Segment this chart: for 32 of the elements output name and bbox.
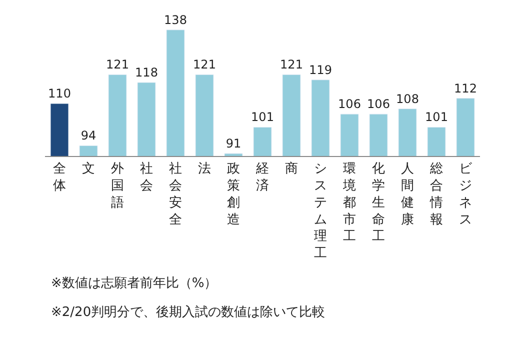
x-tick-label: 外国語	[111, 162, 124, 210]
data-label: 119	[309, 62, 332, 77]
x-tick-label: 社会	[140, 162, 153, 194]
x-tick-label: 化学生命工	[372, 162, 385, 244]
data-label: 138	[164, 12, 187, 27]
data-label: 101	[251, 110, 274, 124]
x-tick-label: 文	[82, 162, 95, 177]
x-tick-label: システム理工	[314, 162, 327, 262]
x-tick-label: 全体	[53, 162, 66, 194]
x-tick-label: 法	[198, 162, 211, 177]
x-tick-label: 政策創造	[227, 162, 240, 228]
x-tick-label: 商	[285, 162, 298, 177]
data-label: 91	[226, 136, 242, 151]
data-label: 94	[80, 128, 96, 143]
data-label: 121	[280, 58, 303, 72]
data-label: 118	[135, 66, 158, 80]
data-label: 121	[193, 58, 216, 72]
x-tick-label: ビジネス	[459, 162, 473, 228]
annotation: ※数値は志願者前年比（%）	[51, 276, 218, 291]
x-tick-label: 環境都市工	[342, 162, 356, 244]
data-label: 106	[367, 97, 390, 112]
x-tick-label: 総合情報	[429, 162, 443, 228]
data-label: 121	[106, 58, 129, 72]
x-tick-label: 経済	[255, 162, 269, 194]
data-label: 106	[338, 97, 361, 112]
data-label: 112	[454, 81, 477, 96]
annotation: ※2/20判明分で、後期入試の数値は除いて比較	[51, 305, 326, 320]
x-tick-label: 社会安全	[169, 162, 182, 228]
data-label: 110	[48, 86, 71, 101]
data-label: 108	[396, 92, 419, 106]
x-tick-label: 人間健康	[401, 162, 414, 228]
data-label: 101	[425, 110, 448, 124]
